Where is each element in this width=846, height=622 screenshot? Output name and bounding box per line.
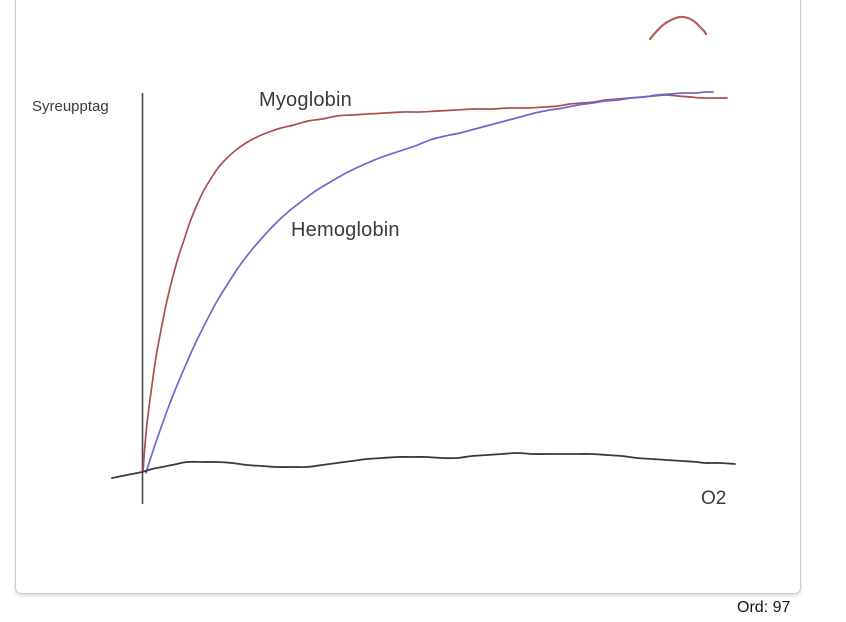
word-count-label: Ord: 97 <box>737 599 791 616</box>
y-axis-label: Syreupptag <box>32 98 109 115</box>
myoglobin-series-label: Myoglobin <box>259 89 352 111</box>
chart-card <box>15 0 801 594</box>
x-axis-label: O2 <box>701 488 727 509</box>
hemoglobin-series-label: Hemoglobin <box>291 219 400 241</box>
